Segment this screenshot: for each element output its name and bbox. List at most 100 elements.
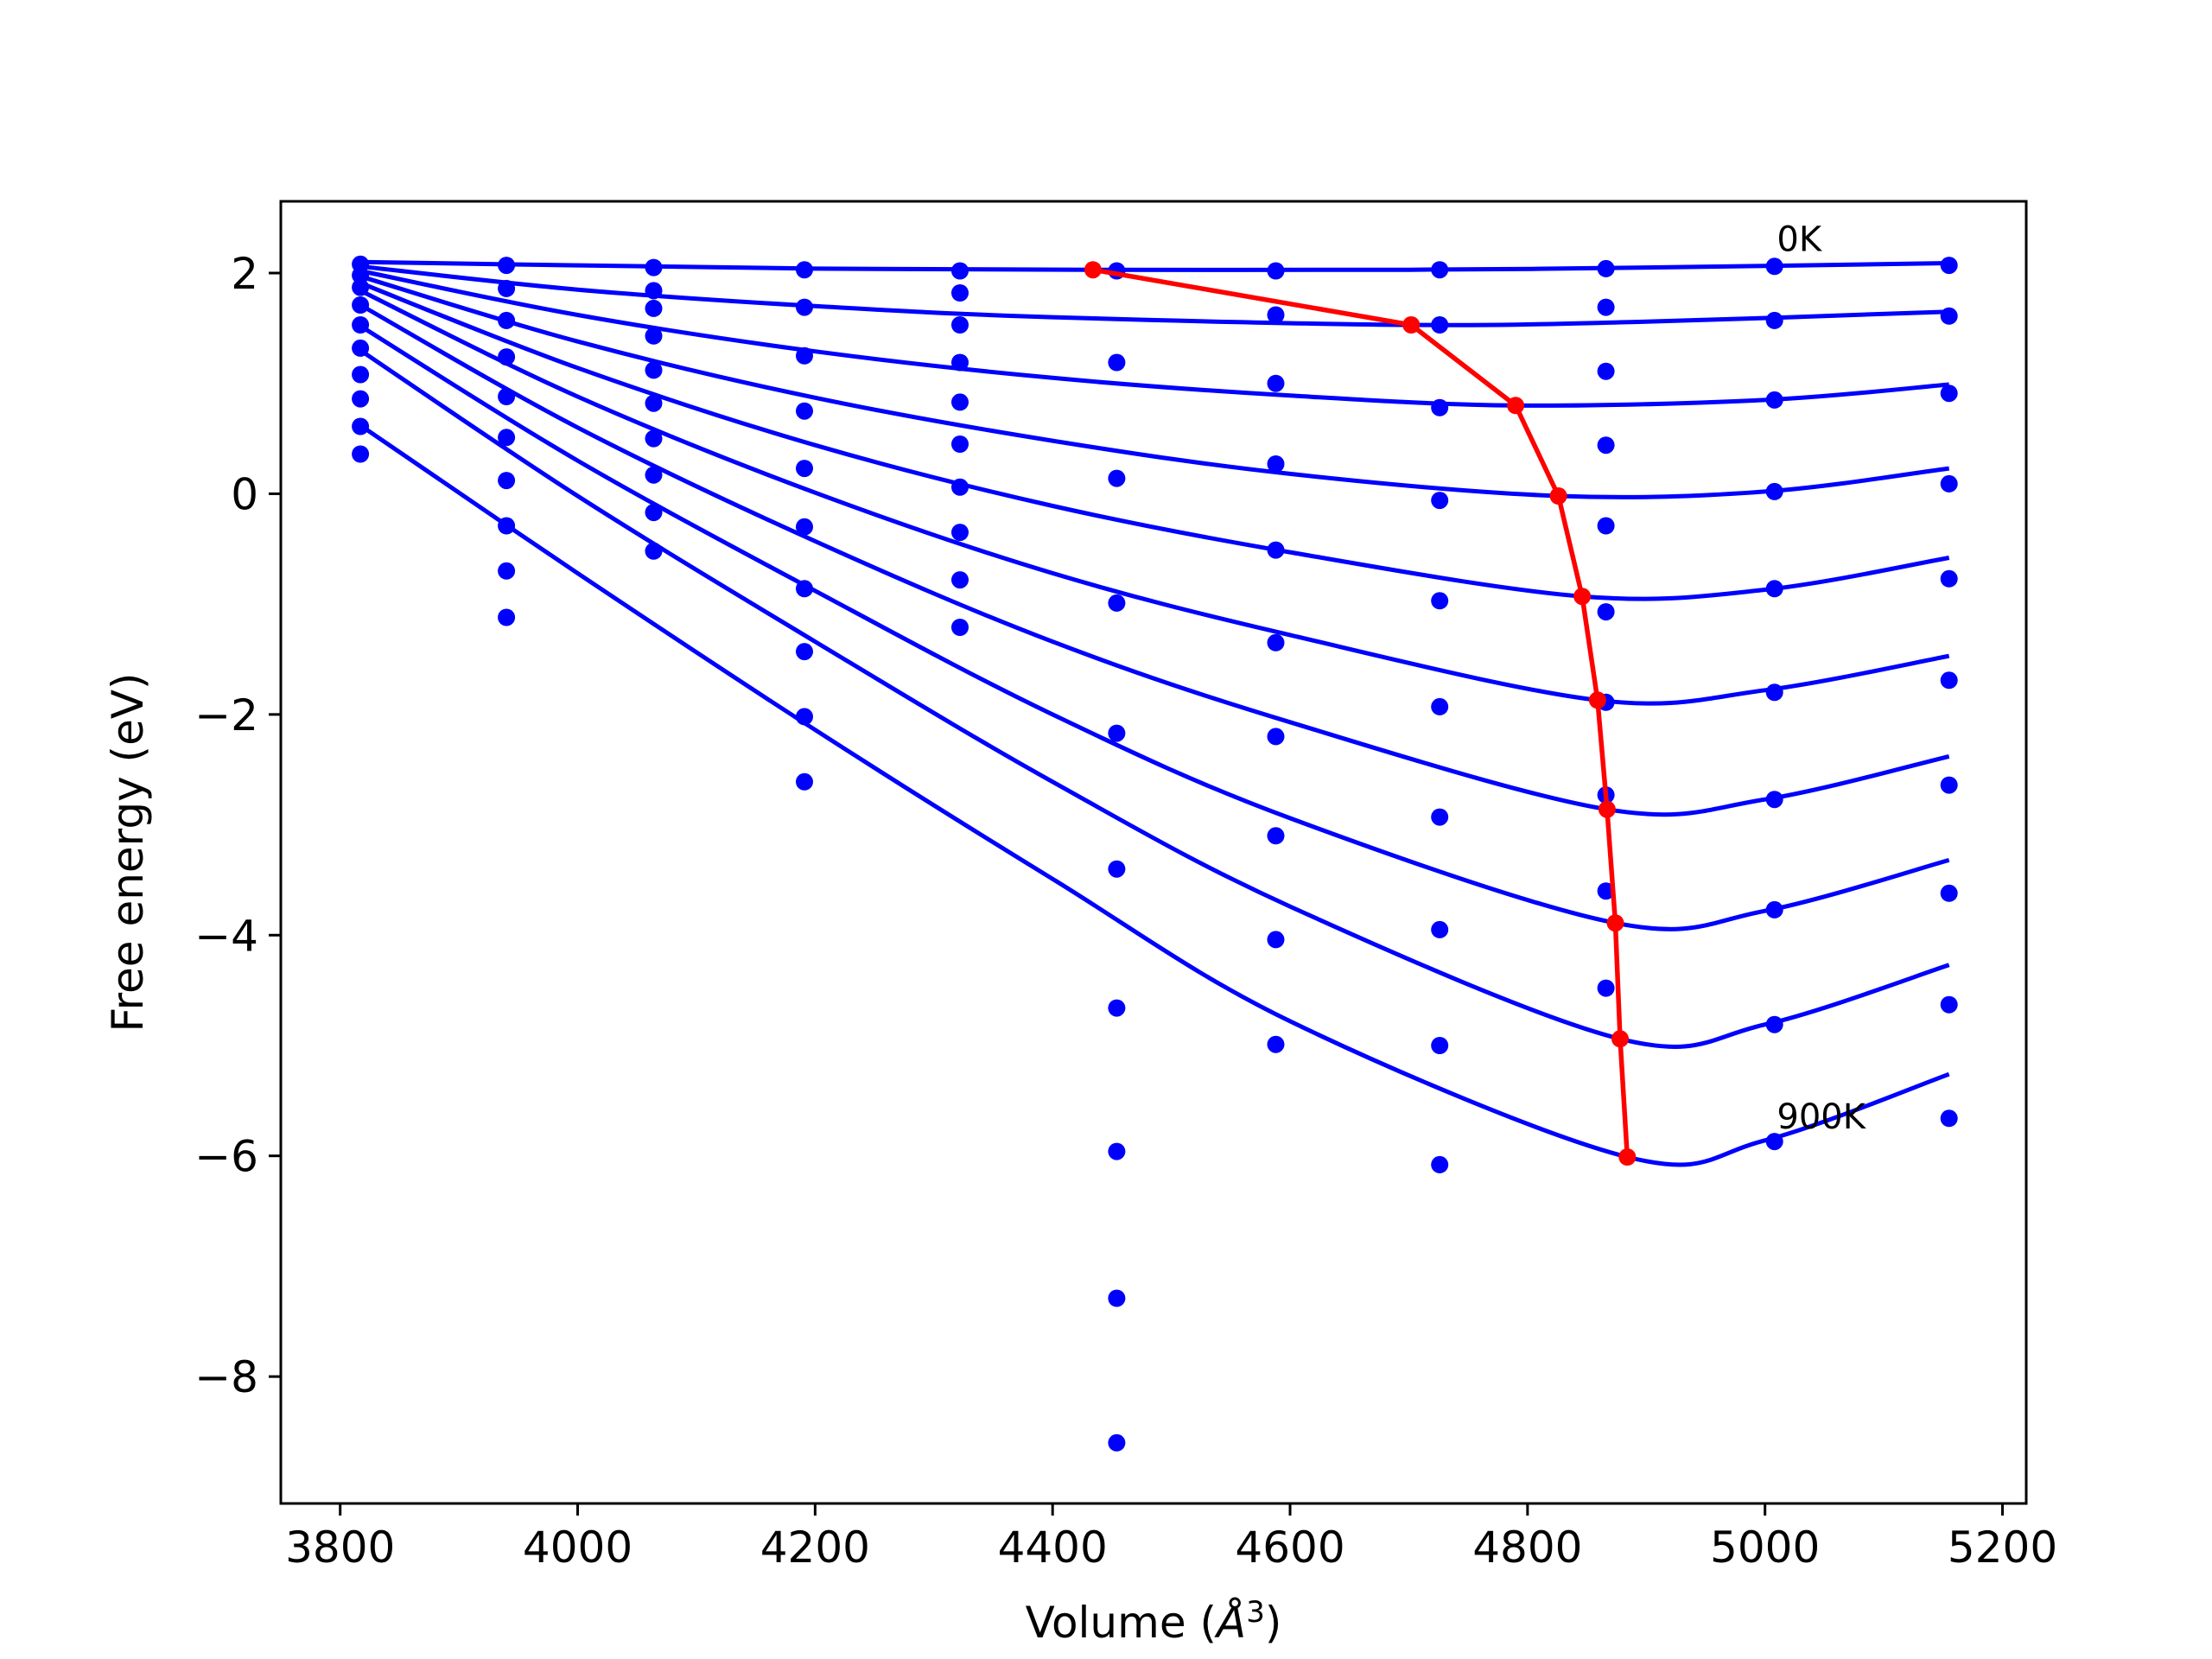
data-point bbox=[645, 327, 663, 345]
plot-area: 3800 4000 4200 4400 4600 4800 5000 5200 −8 −6 −4 −2… bbox=[194, 200, 2057, 1573]
data-point bbox=[645, 429, 663, 448]
data-point bbox=[796, 298, 813, 316]
minimum-point bbox=[1618, 1148, 1637, 1166]
x-tick-label: 4800 bbox=[1472, 1522, 1582, 1573]
data-point bbox=[498, 472, 516, 490]
data-point bbox=[1108, 469, 1126, 487]
data-point bbox=[1597, 979, 1615, 997]
data-point bbox=[796, 708, 813, 726]
fit-curve-5 bbox=[359, 289, 1950, 706]
data-point bbox=[1597, 298, 1615, 316]
data-point bbox=[1940, 474, 1958, 493]
data-point bbox=[951, 478, 969, 496]
data-point bbox=[352, 365, 370, 384]
data-point bbox=[352, 339, 370, 357]
data-point bbox=[1940, 776, 1958, 794]
data-point bbox=[1108, 594, 1126, 612]
data-point bbox=[951, 262, 969, 280]
x-tick-label: 4200 bbox=[760, 1522, 870, 1573]
fit-curve-4 bbox=[359, 281, 1950, 601]
data-point bbox=[1940, 385, 1958, 403]
data-point bbox=[498, 279, 516, 297]
data-point bbox=[1765, 900, 1783, 918]
y-tick-label: 0 bbox=[231, 469, 258, 519]
axes-frame bbox=[279, 200, 2028, 1505]
data-point bbox=[498, 429, 516, 447]
data-point bbox=[1267, 633, 1285, 652]
data-point bbox=[1431, 920, 1449, 938]
data-point bbox=[352, 445, 370, 463]
y-tick-label: −4 bbox=[194, 911, 258, 961]
data-point bbox=[1267, 541, 1285, 559]
x-axis-label: Volume (Å3) bbox=[1026, 1595, 1282, 1648]
data-point bbox=[1431, 808, 1449, 826]
fit-curve-7 bbox=[359, 324, 1950, 931]
data-point bbox=[1108, 724, 1126, 742]
x-tick-label: 4600 bbox=[1235, 1522, 1344, 1573]
data-point bbox=[1765, 257, 1783, 276]
annotations: 0K 900K bbox=[1777, 220, 1866, 1137]
data-point bbox=[1267, 374, 1285, 392]
data-point bbox=[1940, 884, 1958, 902]
data-point bbox=[498, 311, 516, 329]
data-point bbox=[1431, 316, 1449, 334]
data-point bbox=[951, 524, 969, 542]
minimum-point bbox=[1606, 914, 1624, 932]
data-point bbox=[1597, 603, 1615, 621]
data-point bbox=[1431, 398, 1449, 416]
data-point bbox=[1431, 492, 1449, 510]
data-point bbox=[1597, 882, 1615, 900]
data-point bbox=[796, 772, 813, 791]
data-point bbox=[1765, 683, 1783, 702]
data-point bbox=[951, 316, 969, 334]
data-point bbox=[1267, 931, 1285, 949]
minimum-point bbox=[1084, 261, 1102, 279]
x-tick-label: 5200 bbox=[1948, 1522, 2057, 1573]
minimum-point bbox=[1598, 800, 1616, 818]
minimum-point bbox=[1402, 316, 1421, 334]
fit-curve-3 bbox=[359, 274, 1950, 499]
data-point bbox=[352, 278, 370, 296]
data-point bbox=[951, 571, 969, 589]
data-point bbox=[645, 394, 663, 412]
data-point bbox=[352, 417, 370, 435]
data-point bbox=[1940, 671, 1958, 690]
minimum-point bbox=[1507, 397, 1525, 415]
minimum-point bbox=[1549, 487, 1567, 505]
data-point bbox=[645, 361, 663, 379]
data-point bbox=[352, 266, 370, 284]
data-point bbox=[1940, 1109, 1958, 1128]
data-point bbox=[498, 388, 516, 405]
data-point bbox=[1267, 306, 1285, 324]
data-point bbox=[1597, 436, 1615, 454]
data-point bbox=[1431, 592, 1449, 610]
data-point bbox=[1597, 517, 1615, 535]
data-point bbox=[645, 504, 663, 522]
y-tick-label: −8 bbox=[194, 1352, 258, 1402]
data-point bbox=[1267, 262, 1285, 280]
data-point bbox=[951, 435, 969, 453]
fit-curve-6 bbox=[359, 302, 1950, 817]
minimum-point bbox=[1611, 1030, 1629, 1048]
data-point bbox=[1267, 1035, 1285, 1053]
fit-curve-2 bbox=[359, 269, 1949, 408]
data-point bbox=[645, 282, 663, 300]
data-point bbox=[645, 542, 663, 560]
data-point bbox=[352, 390, 370, 408]
data-point bbox=[1108, 1289, 1126, 1307]
data-point bbox=[1108, 1433, 1126, 1452]
x-tick-label: 3800 bbox=[285, 1522, 395, 1573]
data-point bbox=[1765, 1015, 1783, 1033]
minimum-line bbox=[1092, 267, 1630, 1158]
x-tick-label: 5000 bbox=[1710, 1522, 1820, 1573]
data-point bbox=[1597, 259, 1615, 277]
data-point bbox=[1765, 791, 1783, 809]
data-point bbox=[796, 346, 813, 365]
y-axis-label: Free energy (eV) bbox=[103, 672, 153, 1032]
data-point bbox=[1431, 1155, 1449, 1173]
data-point bbox=[498, 348, 516, 366]
data-point bbox=[1267, 827, 1285, 845]
data-point bbox=[951, 393, 969, 411]
